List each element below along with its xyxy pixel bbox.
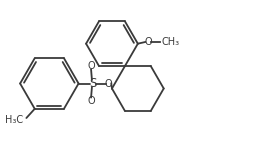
Text: O: O <box>105 78 112 89</box>
Text: H₃C: H₃C <box>5 116 23 125</box>
Text: O: O <box>87 96 95 106</box>
Text: CH₃: CH₃ <box>161 37 179 47</box>
Text: O: O <box>87 61 95 71</box>
Text: S: S <box>89 77 96 90</box>
Text: O: O <box>144 37 152 47</box>
